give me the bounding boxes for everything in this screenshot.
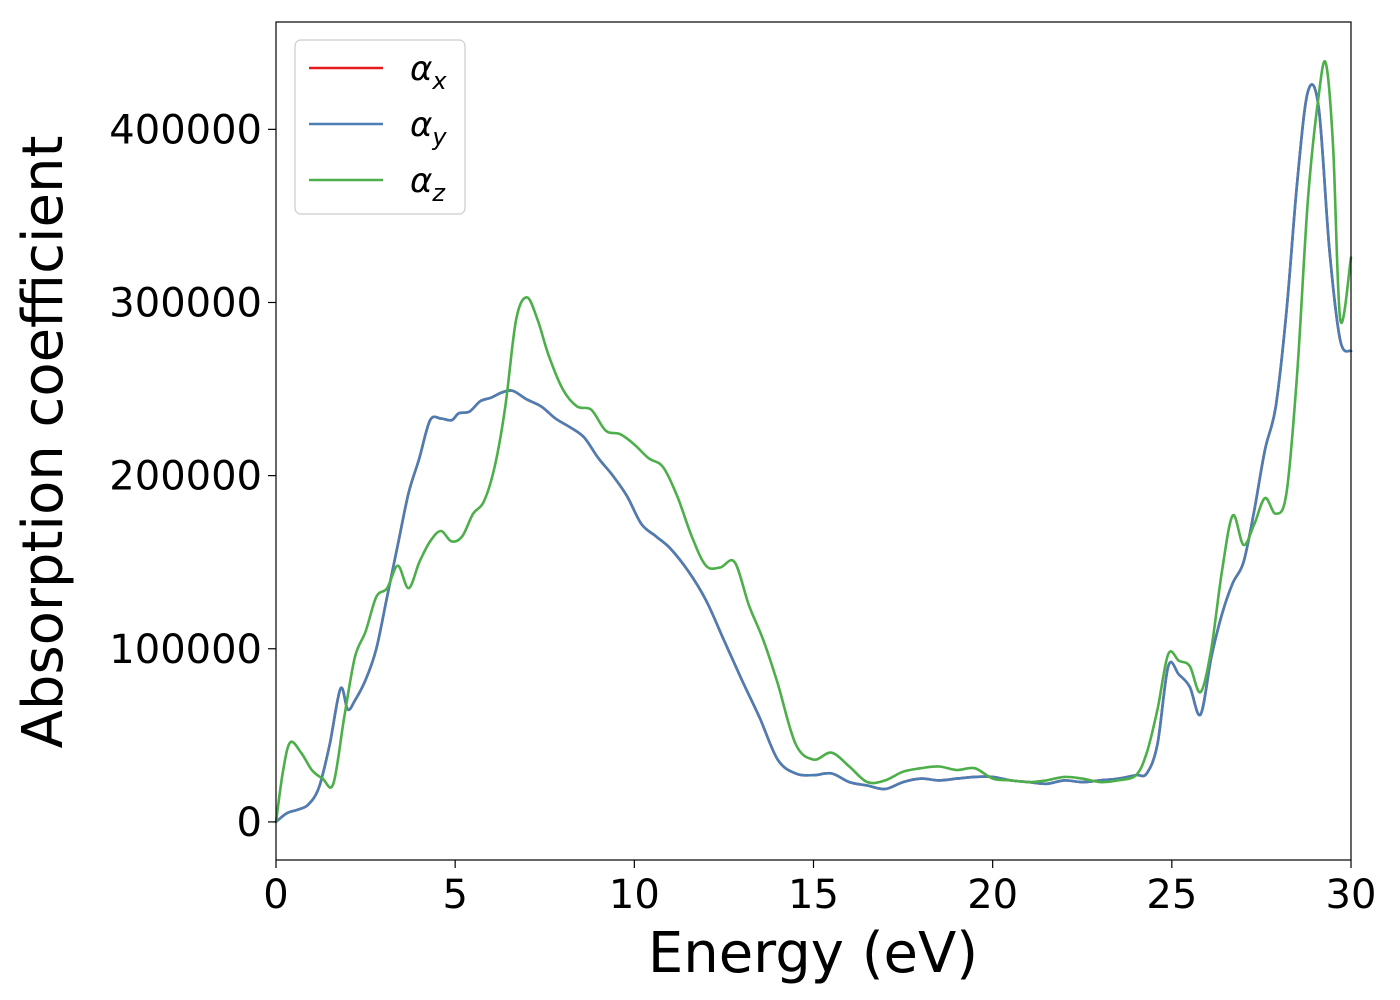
- series-layer: [274, 60, 1353, 824]
- legend-box: [294, 39, 466, 215]
- x-tick-label: 30: [1326, 872, 1377, 918]
- x-tick-label: 25: [1146, 872, 1197, 918]
- y-tick-label: 0: [237, 800, 262, 846]
- series-line-y: [274, 83, 1353, 824]
- x-tick-label: 0: [263, 872, 288, 918]
- x-tick-label: 15: [788, 872, 839, 918]
- y-tick-label: 200000: [109, 454, 262, 500]
- x-axis-ticks: 0 5 10 15 20 25 30: [263, 860, 1376, 918]
- y-axis-ticks: 0 100000 200000 300000 400000: [109, 107, 276, 846]
- y-axis-title: Absorption coefficient: [11, 136, 76, 749]
- y-tick-label: 100000: [109, 627, 262, 673]
- series-line-z: [274, 60, 1353, 824]
- x-tick-label: 20: [967, 872, 1018, 918]
- y-tick-label: 400000: [109, 107, 262, 153]
- x-axis-title: Energy (eV): [648, 921, 978, 986]
- x-tick-label: 10: [609, 872, 660, 918]
- x-tick-label: 5: [442, 872, 467, 918]
- y-tick-label: 300000: [109, 280, 262, 326]
